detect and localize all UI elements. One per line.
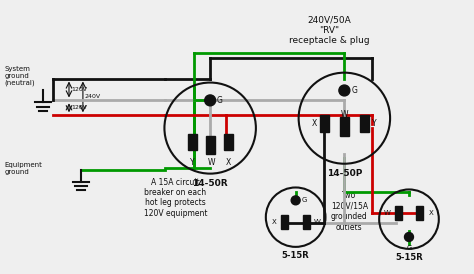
Text: 14-50P: 14-50P	[327, 169, 362, 178]
Text: G: G	[217, 96, 223, 105]
Circle shape	[404, 233, 413, 241]
Text: 14-50R: 14-50R	[192, 179, 228, 188]
Text: 120V: 120V	[71, 87, 87, 92]
Text: 240V: 240V	[85, 95, 101, 99]
Bar	[281, 215, 288, 229]
Text: X: X	[428, 210, 433, 216]
Text: System
ground
(neutral): System ground (neutral)	[4, 66, 35, 86]
Bar	[224, 133, 233, 150]
Bar	[188, 133, 197, 150]
Bar	[320, 115, 329, 132]
Text: Equipment
ground: Equipment ground	[4, 162, 42, 175]
Text: X: X	[226, 158, 231, 167]
Circle shape	[205, 95, 216, 106]
Bar	[417, 206, 423, 220]
Circle shape	[291, 196, 300, 205]
Text: 120V: 120V	[71, 105, 87, 110]
Bar	[340, 117, 349, 136]
Text: W: W	[314, 219, 321, 225]
Text: W: W	[341, 110, 348, 119]
Text: Two
120V/15A
grounded
outlets: Two 120V/15A grounded outlets	[331, 192, 368, 232]
Text: G: G	[406, 245, 412, 251]
Circle shape	[339, 85, 350, 96]
Text: G: G	[351, 86, 357, 95]
Text: A 15A circuit
breaker on each
hot leg protects
120V equipment: A 15A circuit breaker on each hot leg pr…	[144, 178, 207, 218]
Text: 240V/50A
"RV"
receptacle & plug: 240V/50A "RV" receptacle & plug	[289, 15, 370, 45]
Bar	[303, 215, 310, 229]
Bar	[360, 115, 369, 132]
Text: G: G	[301, 197, 307, 203]
Text: Y: Y	[190, 158, 194, 167]
Text: 5-15R: 5-15R	[395, 253, 423, 262]
Text: W: W	[208, 158, 215, 167]
Text: X: X	[272, 219, 276, 225]
Text: W: W	[383, 210, 391, 216]
Bar	[206, 136, 215, 154]
Text: X: X	[312, 119, 317, 128]
Text: Y: Y	[372, 119, 376, 128]
Text: 5-15R: 5-15R	[282, 251, 310, 260]
Bar	[394, 206, 401, 220]
